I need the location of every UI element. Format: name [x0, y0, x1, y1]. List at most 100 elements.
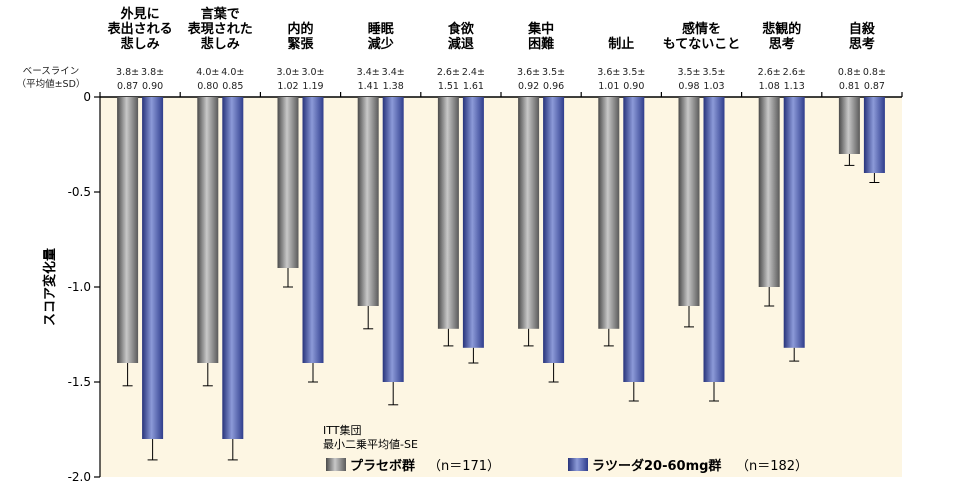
plot-background [100, 97, 902, 477]
category-label: 集中 [527, 21, 554, 37]
bar-placebo [678, 97, 700, 306]
category-label: 表現された [187, 21, 253, 37]
baseline-mean-label: 3.5± [677, 67, 700, 78]
baseline-sd-label: 0.87 [117, 81, 138, 92]
baseline-mean-label: 4.0± [221, 67, 244, 78]
baseline-sd-label: 1.61 [463, 81, 484, 92]
category-label: 減退 [448, 36, 474, 52]
legend-n-latuda: （n＝182） [736, 459, 808, 474]
category-label: もてないこと [663, 37, 740, 52]
baseline-sd-label: 1.38 [383, 81, 404, 92]
category-label: 制止 [608, 36, 634, 52]
category-label: 悲しみ [121, 36, 160, 52]
bar-latuda [302, 97, 324, 363]
baseline-mean-label: 3.6± [597, 67, 620, 78]
bar-latuda [382, 97, 404, 382]
category-label: 悲観的 [762, 21, 801, 37]
y-tick-label: -1.5 [68, 375, 91, 389]
category-label: 表出される [107, 21, 173, 37]
baseline-sd-label: 0.90 [142, 81, 163, 92]
baseline-sd-label: 1.08 [759, 81, 780, 92]
category-label: 言葉で [201, 6, 240, 22]
baseline-sd-label: 1.01 [598, 81, 619, 92]
category-label: 思考 [849, 36, 875, 52]
baseline-mean-label: 2.6± [437, 67, 460, 78]
bar-latuda [222, 97, 244, 439]
baseline-mean-label: 3.8± [116, 67, 139, 78]
category-label: 減少 [368, 36, 394, 52]
legend: プラセボ群 （n＝171） ラツーダ20-60mg群 （n＝182） [326, 458, 808, 474]
baseline-mean-label: 3.5± [702, 67, 725, 78]
bar-placebo [357, 97, 379, 306]
legend-swatch-placebo [326, 458, 346, 471]
baseline-mean-label: 0.8± [863, 67, 886, 78]
category-label: 睡眠 [368, 21, 394, 37]
bar-latuda [783, 97, 805, 348]
baseline-mean-label: 0.8± [838, 67, 861, 78]
bar-placebo [277, 97, 299, 268]
baseline-sd-label: 0.96 [543, 81, 564, 92]
category-label: 内的 [287, 21, 313, 37]
baseline-mean-label: 2.6± [783, 67, 806, 78]
category-label: 外見に [120, 6, 160, 22]
baseline-mean-label: 3.6± [517, 67, 540, 78]
baseline-sd-label: 0.85 [222, 81, 243, 92]
bar-latuda [543, 97, 565, 363]
baseline-sd-label: 0.90 [623, 81, 644, 92]
category-label: 困難 [528, 36, 554, 52]
y-tick-label: -0.5 [68, 185, 91, 199]
baseline-header-line2: （平均値±SD） [17, 78, 86, 90]
baseline-sd-label: 0.98 [678, 81, 699, 92]
bar-placebo [117, 97, 139, 363]
bar-latuda [703, 97, 725, 382]
baseline-mean-label: 3.0± [301, 67, 324, 78]
note-se: 最小二乗平均値-SE [323, 438, 418, 451]
y-tick-label: -1.0 [68, 280, 91, 294]
notes: ITT集団 最小二乗平均値-SE [323, 423, 418, 451]
baseline-sd-label: 1.51 [438, 81, 459, 92]
baseline-sd-label: 0.80 [197, 81, 218, 92]
baseline-sd-label: 0.81 [839, 81, 860, 92]
baseline-sd-label: 0.92 [518, 81, 539, 92]
baseline-mean-label: 3.8± [141, 67, 164, 78]
baseline-mean-label: 2.4± [462, 67, 485, 78]
baseline-sd-label: 1.02 [277, 81, 298, 92]
bar-latuda [462, 97, 484, 348]
baseline-mean-label: 3.4± [357, 67, 380, 78]
note-itt: ITT集団 [323, 423, 362, 437]
category-label: 緊張 [287, 36, 314, 52]
legend-swatch-latuda [568, 458, 588, 471]
bars-layer [117, 97, 885, 461]
category-label: 思考 [769, 36, 795, 52]
legend-label-placebo: プラセボ群 [350, 458, 415, 474]
legend-n-placebo: （n＝171） [428, 459, 500, 474]
baseline-sd-label: 1.41 [358, 81, 379, 92]
bar-placebo [598, 97, 620, 329]
baseline-mean-label: 3.0± [276, 67, 299, 78]
category-label: 悲しみ [201, 36, 240, 52]
baseline-mean-label: 3.5± [542, 67, 565, 78]
bar-placebo [758, 97, 780, 287]
bar-latuda [863, 97, 885, 173]
y-tick-label: -2.0 [68, 470, 91, 484]
y-axis-label: スコア変化量 [42, 248, 58, 326]
baseline-sd-label: 1.13 [784, 81, 805, 92]
bar-placebo [518, 97, 540, 329]
bar-latuda [623, 97, 645, 382]
baseline-mean-label: 3.5± [622, 67, 645, 78]
baseline-sd-label: 0.87 [864, 81, 885, 92]
baseline-mean-label: 2.6± [758, 67, 781, 78]
bar-placebo [838, 97, 860, 154]
baseline-mean-label: 3.4± [382, 67, 405, 78]
bar-latuda [142, 97, 164, 439]
category-label: 自殺 [849, 21, 876, 37]
legend-label-latuda: ラツーダ20-60mg群 [592, 458, 721, 474]
category-label: 感情を [682, 21, 721, 37]
labels-layer: 0-0.5-1.0-1.5-2.0外見に表出される悲しみ3.8±0.873.8±… [68, 6, 886, 484]
category-label: 食欲 [448, 21, 474, 37]
baseline-mean-label: 4.0± [196, 67, 219, 78]
baseline-sd-label: 1.19 [302, 81, 323, 92]
bar-placebo [437, 97, 459, 329]
bar-placebo [197, 97, 219, 363]
